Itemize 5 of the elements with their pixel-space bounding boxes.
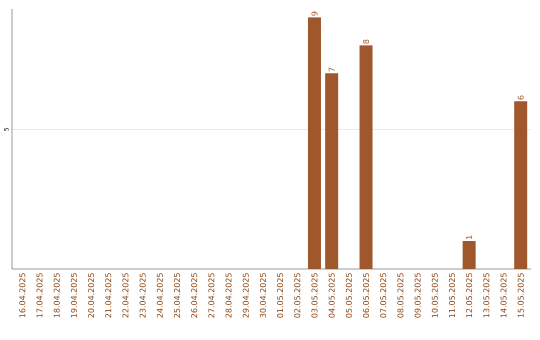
bar [325, 73, 338, 269]
bar [514, 101, 528, 269]
bar [462, 241, 476, 269]
bar [308, 17, 321, 269]
bar [360, 45, 373, 269]
